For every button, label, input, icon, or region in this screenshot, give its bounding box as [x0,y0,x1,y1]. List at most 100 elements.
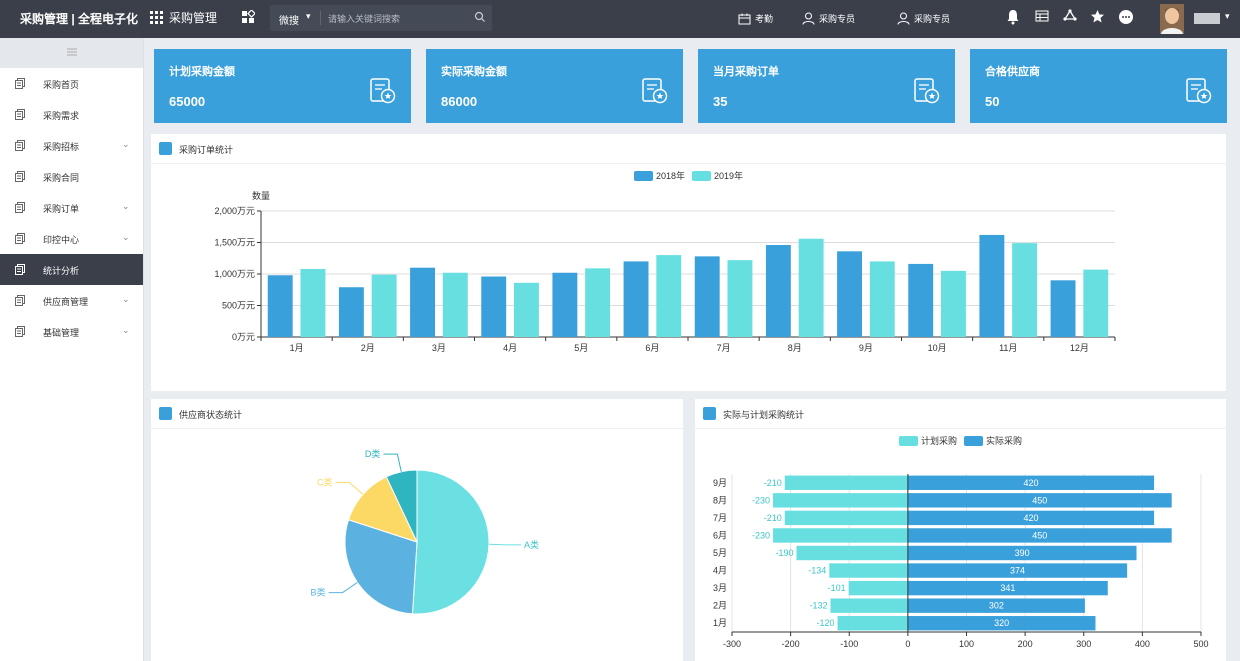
bar-value-label: 341 [1000,583,1015,593]
x-tick-label: 11月 [999,343,1017,353]
chevron-down-icon[interactable]: ⌄ [122,232,130,242]
stat-card-planned[interactable]: 计划采购金额 65000 [154,49,411,123]
supplier-pie-chart: A类 B类 C类 D类 [311,448,539,615]
plan-vs-actual-panel: 实际与计划采购统计 计划采购 实际采购 -300 -200 -100 0 100 200 300… [695,399,1226,661]
document-icon [15,109,25,122]
bar-value-label: -210 [764,478,782,488]
bar-value-label: -120 [817,618,835,628]
search-scope-select[interactable]: 微搜 [279,16,299,27]
tag-icon [703,407,716,420]
chevron-down-icon[interactable]: ⌄ [122,294,130,304]
chat-icon[interactable] [1118,9,1134,30]
stat-value: 86000 [441,94,478,109]
bar-plan [796,545,908,561]
sidebar-item[interactable]: 采购合同 [0,161,143,192]
bar-2019 [300,268,326,337]
panel-header: 供应商状态统计 [151,399,683,429]
chevron-down-icon[interactable]: ▾ [1225,11,1230,21]
app-brand: 采购管理 | 全程电子化 [20,12,139,26]
bar-2019 [798,238,824,337]
y-tick-label: 2,000万元 [214,206,255,216]
bar-value-label: 450 [1032,495,1047,505]
plan-actual-bar-chart: 计划采购 实际采购 -300 -200 -100 0 100 200 300 400 500 -120… [713,435,1209,649]
bar-plan [830,598,908,613]
recycle-icon[interactable] [1062,9,1078,30]
sidebar-item[interactable]: 基础管理 ⌄ [0,316,143,347]
bar-value-label: 450 [1032,530,1047,540]
search-icon[interactable] [474,10,486,28]
sidebar-item[interactable]: 统计分析 [0,254,143,285]
bar-2019 [513,282,539,337]
document-icon [15,264,25,277]
buyer-link-1[interactable]: 采购专员 [802,12,855,25]
sidebar-item-label: 采购需求 [43,111,80,121]
bar-2018 [694,256,720,337]
bar-2018 [623,261,649,337]
star-icon[interactable] [1090,9,1105,29]
sidebar-item-label: 印控中心 [43,235,80,245]
stat-card-suppliers[interactable]: 合格供应商 50 [970,49,1227,123]
x-tick-label: 400 [1135,639,1150,649]
x-tick-label: -300 [723,639,741,649]
x-tick-label: 0 [905,639,910,649]
bar-2018 [908,263,934,337]
bar-plan [829,563,908,578]
bar-value-label: -134 [808,566,826,576]
bar-2018 [979,234,1005,337]
panel-title: 实际与计划采购统计 [723,410,805,420]
buyer-label-2: 采购专员 [914,14,951,24]
sidebar-toggle[interactable] [0,38,143,68]
stat-title: 计划采购金额 [169,66,235,78]
bar-actual [907,528,1172,543]
stat-card-actual[interactable]: 实际采购金额 86000 [426,49,683,123]
sidebar-item[interactable]: 供应商管理 ⌄ [0,285,143,316]
search-input[interactable] [326,9,470,29]
bar-value-label: 320 [994,618,1009,628]
y-tick-label: 4月 [713,566,727,576]
x-tick-label: 9月 [859,343,873,353]
pie-label-line [328,582,358,594]
attendance-link[interactable]: 考勤 [738,12,773,25]
module-title: 采购管理 [169,11,218,25]
sidebar-item[interactable]: 采购需求 [0,99,143,130]
buyer-link-2[interactable]: 采购专员 [897,12,950,25]
avatar[interactable] [1160,4,1184,34]
document-icon [15,295,25,308]
pie-label: B类 [311,587,326,598]
sidebar-item[interactable]: 采购订单 ⌄ [0,192,143,223]
bar-2019 [656,255,682,337]
username-placeholder[interactable] [1194,13,1220,24]
chevron-down-icon[interactable]: ▾ [306,11,311,21]
x-tick-label: -200 [782,639,800,649]
bell-icon[interactable] [1006,9,1020,30]
bar-value-label: -230 [752,530,770,540]
bar-actual [907,510,1155,526]
x-tick-label: 3月 [432,343,446,353]
tag-icon [159,142,172,155]
y-tick-label: 1月 [713,618,727,628]
document-icon [15,233,25,246]
dashboard-icon[interactable] [241,9,256,29]
top-bar: 采购管理 | 全程电子化 采购管理 微搜 ▾ 考勤 采购专员 采购专员 [0,0,1240,38]
stat-card-orders[interactable]: 当月采购订单 35 [698,49,955,123]
bar-value-label: 420 [1023,513,1038,523]
x-tick-label: 5月 [574,343,588,353]
stat-title: 合格供应商 [985,66,1040,78]
chevron-down-icon[interactable]: ⌄ [122,325,130,335]
chevron-down-icon[interactable]: ⌄ [122,201,130,211]
x-tick-label: 4月 [503,343,517,353]
bar-value-label: -230 [752,495,770,505]
table-icon[interactable] [1035,9,1049,28]
bar-actual [907,493,1172,508]
certificate-icon [913,77,941,110]
bar-2019 [869,261,895,337]
y-tick-label: 0万元 [232,332,255,342]
x-tick-label: 8月 [788,343,802,353]
panel-title: 采购订单统计 [179,145,234,155]
sidebar-item[interactable]: 采购首页 [0,68,143,99]
bar-2019 [727,260,753,337]
sidebar-item[interactable]: 印控中心 ⌄ [0,223,143,254]
sidebar-item[interactable]: 采购招标 ⌄ [0,130,143,161]
chevron-down-icon[interactable]: ⌄ [122,139,130,149]
module-switcher[interactable]: 采购管理 [150,9,217,26]
